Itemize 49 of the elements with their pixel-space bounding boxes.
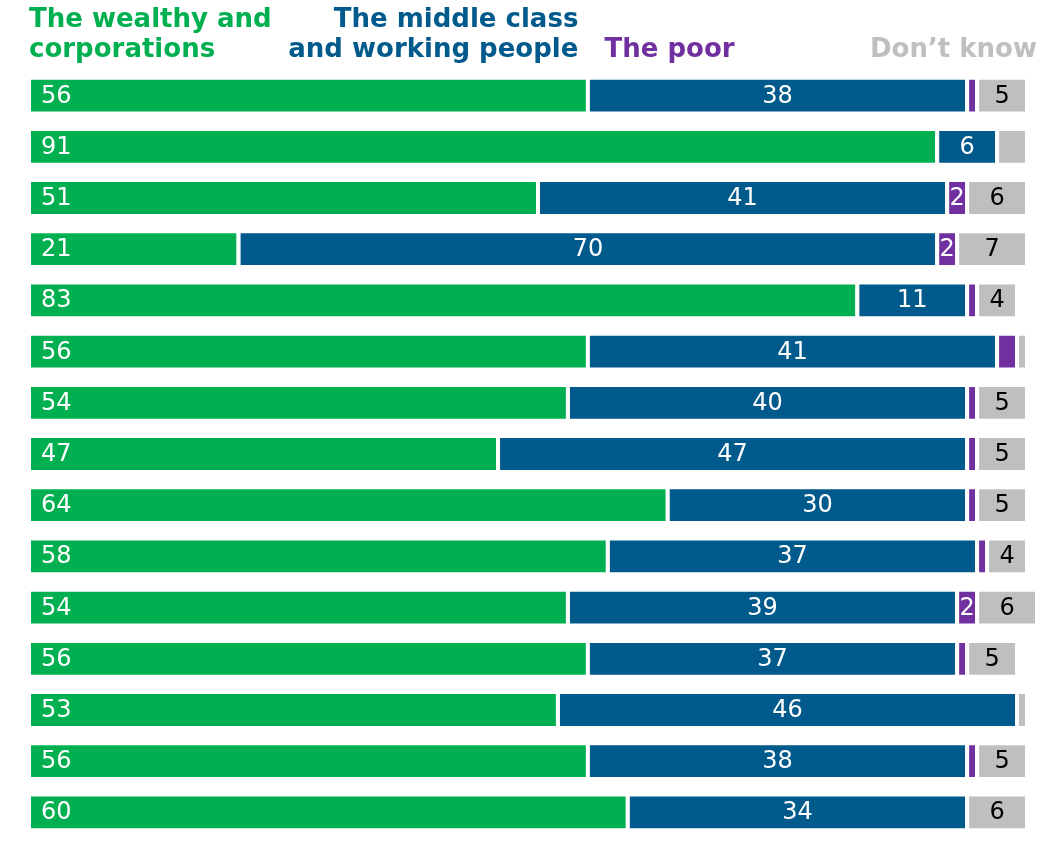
data-label: 37	[777, 541, 808, 570]
series-label: Don’t know	[870, 33, 1037, 63]
data-label: 40	[752, 387, 783, 416]
text: The poor	[604, 33, 735, 63]
data-label: 39	[747, 592, 778, 621]
data-label: 5	[984, 643, 1000, 672]
data-label: 5	[994, 746, 1010, 775]
data-label: 38	[762, 80, 793, 109]
data-label: 37	[757, 643, 788, 672]
data-label: 30	[802, 490, 833, 519]
data-label: 11	[896, 285, 928, 314]
data-label: 51	[41, 183, 72, 211]
data-label: 56	[41, 80, 72, 109]
data-label: 70	[572, 234, 604, 263]
data-label: 4	[989, 285, 1005, 314]
data-label: 5	[994, 80, 1010, 109]
data-label: 7	[984, 234, 1000, 263]
data-label: 47	[717, 439, 748, 467]
data-label: 56	[41, 746, 72, 775]
data-label: 2	[959, 592, 975, 621]
data-label: 64	[41, 490, 72, 519]
data-label: 6	[999, 592, 1015, 621]
data-label: 56	[41, 336, 72, 365]
data-label: 41	[777, 336, 808, 365]
data-label: 5	[994, 490, 1010, 519]
data-label: 6	[959, 131, 975, 160]
series-label: The wealthy and corporations	[29, 3, 272, 63]
data-label: 60	[41, 797, 72, 826]
data-label: 56	[41, 643, 72, 672]
data-label: 83	[41, 285, 72, 314]
data-label: 6	[989, 183, 1005, 211]
data-label: 2	[949, 183, 965, 211]
data-label: 41	[727, 183, 758, 211]
data-label: 2	[939, 234, 955, 263]
data-label: 47	[41, 439, 72, 467]
data-label: 54	[41, 592, 72, 621]
data-label: 6	[989, 797, 1005, 826]
data-label: 46	[772, 695, 803, 723]
series-label: The middle class and working people	[288, 3, 579, 63]
data-label: 91	[41, 131, 72, 160]
data-label: 21	[41, 234, 72, 263]
data-label: 38	[762, 746, 793, 775]
data-label: 5	[994, 439, 1010, 467]
data-label: 34	[782, 797, 813, 826]
data-label: 5	[994, 387, 1010, 416]
data-label: 4	[999, 541, 1015, 570]
data-label: 53	[41, 695, 72, 723]
data-label: 54	[41, 387, 72, 416]
data-label: 58	[41, 541, 72, 570]
